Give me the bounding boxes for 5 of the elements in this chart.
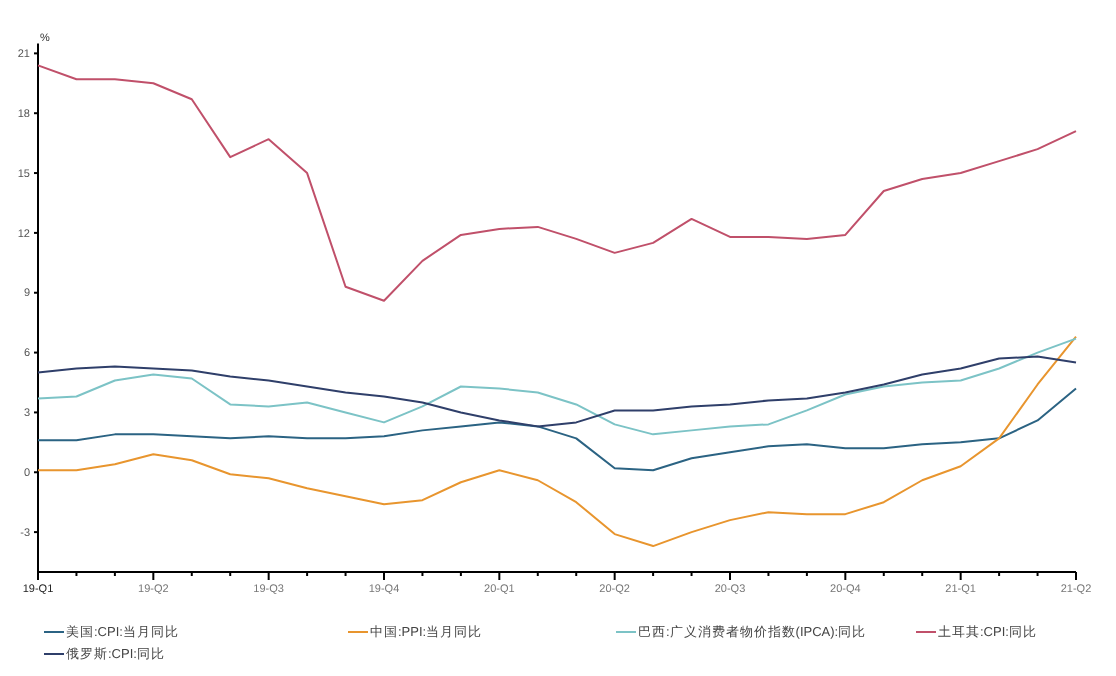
line-series bbox=[37, 64, 1077, 302]
line-series bbox=[37, 337, 1077, 436]
line-series bbox=[37, 387, 1077, 472]
line-series bbox=[37, 355, 1077, 428]
line-series bbox=[37, 335, 1077, 548]
